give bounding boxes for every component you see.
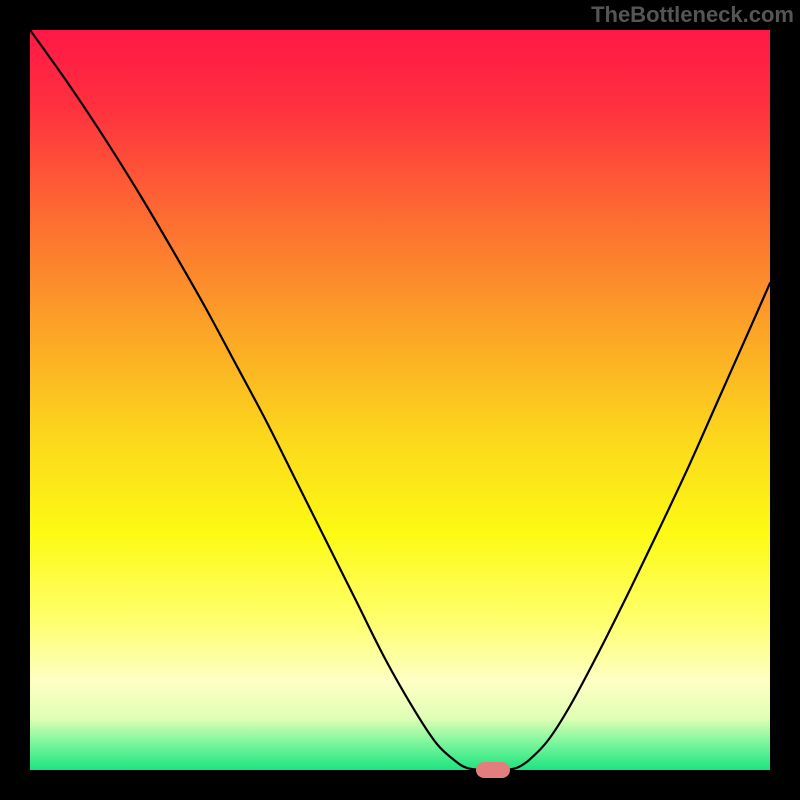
- optimum-marker: [476, 762, 510, 778]
- chart-container: TheBottleneck.com: [0, 0, 800, 800]
- bottleneck-curve: [30, 30, 770, 770]
- watermark-text: TheBottleneck.com: [591, 2, 794, 28]
- plot-area: [30, 30, 770, 770]
